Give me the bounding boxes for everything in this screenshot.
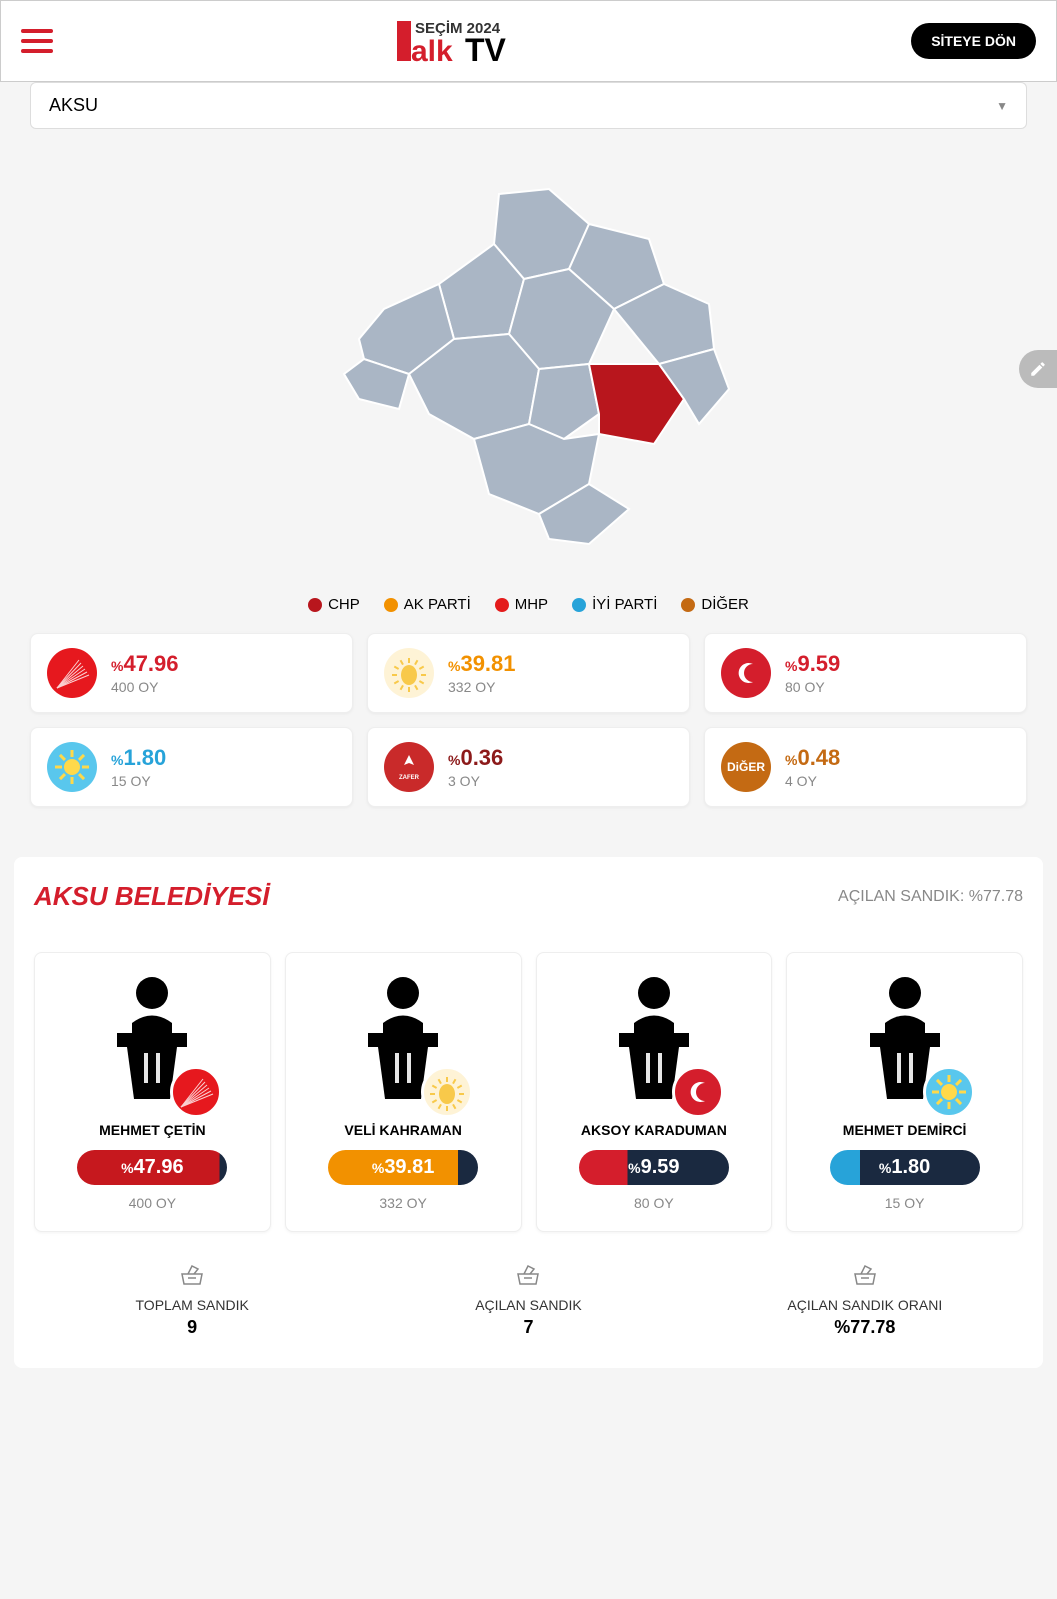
- party-logo-icon: [47, 742, 97, 792]
- stat-value: %77.78: [707, 1317, 1023, 1338]
- site-logo[interactable]: SEÇİM 2024 alk TV: [397, 13, 567, 69]
- candidate-vote-count: 400 OY: [45, 1195, 260, 1211]
- ballot-stat: TOPLAM SANDIK 9: [34, 1262, 350, 1338]
- candidate-percentage-pill: %47.96: [77, 1150, 227, 1185]
- candidate-figure-icon: [594, 973, 714, 1108]
- party-result-card[interactable]: %9.59 80 OY: [704, 633, 1027, 713]
- candidate-vote-count: 80 OY: [547, 1195, 762, 1211]
- party-logo-icon: [721, 648, 771, 698]
- chevron-down-icon: ▼: [996, 99, 1008, 113]
- candidate-percentage-pill: %1.80: [830, 1150, 980, 1185]
- map-legend: CHP AK PARTİ MHP İYİ PARTİ DİĞER: [0, 584, 1057, 633]
- candidate-grid: MEHMET ÇETİN %47.96 400 OY VELİ KAHRAMAN…: [34, 952, 1023, 1232]
- candidate-name: MEHMET ÇETİN: [45, 1122, 260, 1138]
- region-dropdown[interactable]: AKSU ▼: [30, 82, 1027, 129]
- candidate-name: AKSOY KARADUMAN: [547, 1122, 762, 1138]
- candidate-party-badge-icon: [923, 1066, 975, 1118]
- candidate-name: VELİ KAHRAMAN: [296, 1122, 511, 1138]
- party-result-card[interactable]: DiĞER %0.48 4 OY: [704, 727, 1027, 807]
- stat-value: 7: [370, 1317, 686, 1338]
- ballot-stat: AÇILAN SANDIK 7: [370, 1262, 686, 1338]
- legend-item: DİĞER: [681, 596, 749, 613]
- party-percentage: %9.59: [785, 651, 840, 677]
- legend-label: MHP: [515, 596, 548, 613]
- party-vote-count: 80 OY: [785, 679, 840, 695]
- svg-text:ZAFER: ZAFER: [399, 775, 420, 781]
- section-title: AKSU BELEDİYESİ: [34, 881, 270, 912]
- party-percentage: %0.36: [448, 745, 503, 771]
- legend-dot-icon: [495, 598, 509, 612]
- party-vote-count: 15 OY: [111, 773, 166, 789]
- party-result-card[interactable]: ZAFER %0.36 3 OY: [367, 727, 690, 807]
- edit-fab-icon[interactable]: [1019, 350, 1057, 388]
- svg-text:TV: TV: [465, 32, 507, 68]
- legend-item: AK PARTİ: [384, 596, 471, 613]
- party-logo-icon: [47, 648, 97, 698]
- municipality-section: AKSU BELEDİYESİ AÇILAN SANDIK: %77.78 ME…: [14, 857, 1043, 1368]
- party-vote-count: 3 OY: [448, 773, 503, 789]
- legend-label: İYİ PARTİ: [592, 596, 657, 613]
- party-percentage: %1.80: [111, 745, 166, 771]
- legend-item: İYİ PARTİ: [572, 596, 657, 613]
- legend-dot-icon: [572, 598, 586, 612]
- candidate-figure-icon: [343, 973, 463, 1108]
- candidate-card[interactable]: MEHMET ÇETİN %47.96 400 OY: [34, 952, 271, 1232]
- party-vote-count: 400 OY: [111, 679, 179, 695]
- party-logo-icon: ZAFER: [384, 742, 434, 792]
- party-percentage: %0.48: [785, 745, 840, 771]
- candidate-figure-icon: [92, 973, 212, 1108]
- candidate-card[interactable]: VELİ KAHRAMAN %39.81 332 OY: [285, 952, 522, 1232]
- party-result-card[interactable]: %39.81 332 OY: [367, 633, 690, 713]
- candidate-party-badge-icon: [672, 1066, 724, 1118]
- candidate-party-badge-icon: [170, 1066, 222, 1118]
- svg-text:alk: alk: [411, 35, 453, 68]
- legend-dot-icon: [681, 598, 695, 612]
- hamburger-menu-icon[interactable]: [21, 29, 53, 53]
- stat-value: 9: [34, 1317, 350, 1338]
- legend-dot-icon: [384, 598, 398, 612]
- party-result-card[interactable]: %47.96 400 OY: [30, 633, 353, 713]
- party-percentage: %47.96: [111, 651, 179, 677]
- ballot-stats-row: TOPLAM SANDIK 9 AÇILAN SANDIK 7 AÇILAN S…: [34, 1262, 1023, 1338]
- candidate-vote-count: 15 OY: [797, 1195, 1012, 1211]
- party-results-grid: %47.96 400 OY %39.81 332 OY %9.59 80 OY …: [0, 633, 1057, 837]
- candidate-card[interactable]: AKSOY KARADUMAN %9.59 80 OY: [536, 952, 773, 1232]
- stat-label: TOPLAM SANDIK: [34, 1297, 350, 1313]
- candidate-percentage-pill: %39.81: [328, 1150, 478, 1185]
- candidate-vote-count: 332 OY: [296, 1195, 511, 1211]
- candidate-card[interactable]: MEHMET DEMİRCİ %1.80 15 OY: [786, 952, 1023, 1232]
- legend-label: DİĞER: [701, 596, 749, 613]
- candidate-party-badge-icon: [421, 1066, 473, 1118]
- legend-item: CHP: [308, 596, 360, 613]
- party-percentage: %39.81: [448, 651, 516, 677]
- legend-item: MHP: [495, 596, 548, 613]
- legend-dot-icon: [308, 598, 322, 612]
- ballot-box-icon: [370, 1262, 686, 1291]
- opened-ballot-summary: AÇILAN SANDIK: %77.78: [838, 888, 1023, 906]
- party-logo-icon: [384, 648, 434, 698]
- legend-label: AK PARTİ: [404, 596, 471, 613]
- legend-label: CHP: [328, 596, 360, 613]
- return-to-site-button[interactable]: SİTEYE DÖN: [911, 23, 1036, 59]
- party-vote-count: 332 OY: [448, 679, 516, 695]
- region-map[interactable]: [0, 144, 1057, 584]
- header-bar: SEÇİM 2024 alk TV SİTEYE DÖN: [0, 0, 1057, 82]
- candidate-percentage-pill: %9.59: [579, 1150, 729, 1185]
- ballot-stat: AÇILAN SANDIK ORANI %77.78: [707, 1262, 1023, 1338]
- party-vote-count: 4 OY: [785, 773, 840, 789]
- party-result-card[interactable]: %1.80 15 OY: [30, 727, 353, 807]
- candidate-name: MEHMET DEMİRCİ: [797, 1122, 1012, 1138]
- ballot-box-icon: [34, 1262, 350, 1291]
- candidate-figure-icon: [845, 973, 965, 1108]
- dropdown-selected: AKSU: [49, 95, 98, 116]
- stat-label: AÇILAN SANDIK ORANI: [707, 1297, 1023, 1313]
- party-logo-icon: DiĞER: [721, 742, 771, 792]
- ballot-box-icon: [707, 1262, 1023, 1291]
- stat-label: AÇILAN SANDIK: [370, 1297, 686, 1313]
